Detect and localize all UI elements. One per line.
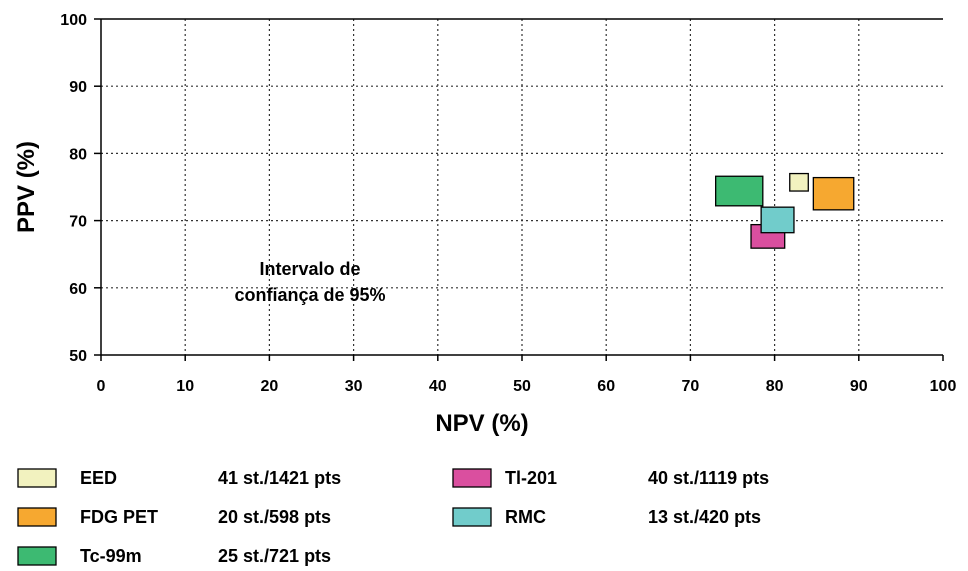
x-tick-label: 80 (766, 378, 784, 395)
legend-label-eed: EED (80, 468, 117, 488)
legend-detail-rmc: 13 st./420 pts (648, 507, 761, 527)
legend-label-rmc: RMC (505, 507, 546, 527)
legend-label-tc-99m: Tc-99m (80, 546, 142, 566)
ci-box-tc-99m (715, 175, 764, 207)
x-tick-label: 90 (850, 378, 868, 395)
x-tick-label: 0 (97, 378, 106, 395)
ci-box-eed (789, 172, 809, 192)
legend: EED 41 st./1421 pts FDG PET 20 st./598 pts T… (17, 468, 769, 566)
y-tick-label: 70 (69, 214, 87, 231)
legend-swatch-tl-201 (452, 468, 492, 488)
axes: 0 10 20 30 40 50 60 70 80 90 100 50 60 70 80 90 100 (60, 12, 956, 395)
legend-label-fdg-pet: FDG PET (80, 507, 158, 527)
x-tick-label: 30 (345, 378, 363, 395)
x-tick-label: 10 (176, 378, 194, 395)
y-axis-title: PPV (%) (13, 141, 40, 233)
ci-box-rmc (760, 206, 795, 234)
x-tick-label: 100 (930, 378, 957, 395)
legend-detail-fdg-pet: 20 st./598 pts (218, 507, 331, 527)
ci-box-fdg-pet (812, 176, 855, 211)
legend-swatch-rmc (452, 507, 492, 527)
y-tick-label: 80 (69, 146, 87, 163)
x-tick-label: 60 (597, 378, 615, 395)
data-marks (715, 172, 855, 249)
y-tick-label: 100 (60, 12, 87, 29)
legend-detail-eed: 41 st./1421 pts (218, 468, 341, 488)
legend-label-tl-201: Tl-201 (505, 468, 557, 488)
annotation-line: Intervalo de (259, 259, 360, 279)
x-tick-label: 70 (682, 378, 700, 395)
legend-detail-tl-201: 40 st./1119 pts (648, 468, 769, 488)
annotation-text: Intervalo de confiança de 95% (234, 259, 385, 305)
legend-swatch-fdg-pet (17, 507, 57, 527)
grid (101, 19, 943, 355)
x-tick-label: 40 (429, 378, 447, 395)
legend-swatch-eed (17, 468, 57, 488)
x-tick-label: 20 (261, 378, 279, 395)
y-tick-label: 50 (69, 348, 87, 365)
legend-detail-tc-99m: 25 st./721 pts (218, 546, 331, 566)
x-axis-title: NPV (%) (435, 410, 528, 437)
annotation-line: confiança de 95% (234, 285, 385, 305)
y-tick-label: 60 (69, 281, 87, 298)
y-tick-label: 90 (69, 79, 87, 96)
x-tick-label: 50 (513, 378, 531, 395)
legend-swatch-tc-99m (17, 546, 57, 566)
